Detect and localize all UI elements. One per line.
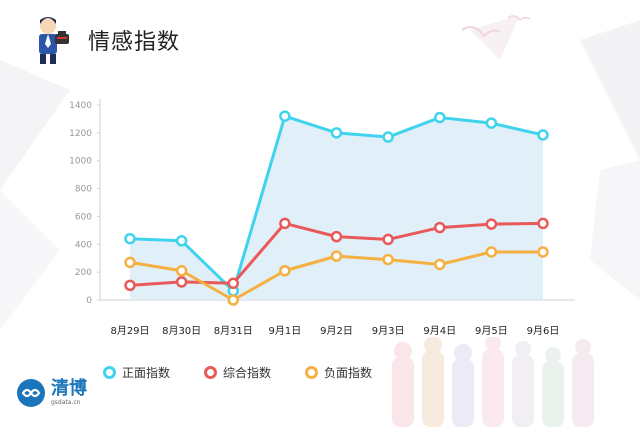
legend-marker-negative [305, 366, 319, 379]
y-tick-label: 800 [75, 185, 92, 195]
legend-item-composite: 综合指数 [204, 364, 271, 381]
data-point-positive [537, 129, 549, 141]
data-point-composite [434, 221, 446, 234]
page-title: 情感指数 [88, 30, 181, 55]
data-point-positive [175, 235, 188, 247]
legend-label-negative: 负面指数 [324, 366, 373, 380]
x-tick-label: 9月6日 [527, 325, 560, 337]
data-point-negative [124, 256, 136, 269]
data-point-composite [227, 277, 239, 290]
y-tick-label: 1200 [69, 129, 92, 139]
data-point-positive [382, 131, 394, 143]
legend-marker-positive [103, 366, 116, 379]
data-point-positive [279, 110, 291, 122]
data-point-negative [227, 294, 239, 306]
data-point-positive [485, 117, 498, 129]
data-point-negative [537, 246, 549, 258]
y-tick-label: 600 [75, 212, 92, 222]
data-point-positive [330, 127, 343, 139]
data-point-negative [279, 265, 291, 277]
header: 情感指数 [22, 16, 180, 64]
data-point-composite [279, 217, 291, 230]
x-tick-label: 9月4日 [423, 325, 456, 337]
data-point-positive [124, 232, 136, 245]
y-tick-label: 400 [75, 240, 92, 250]
data-point-composite [175, 276, 188, 288]
x-tick-label: 9月5日 [475, 325, 508, 337]
data-point-composite [124, 279, 136, 292]
brand-logo: 清博 gsdata.cn [16, 378, 87, 408]
data-point-composite [382, 233, 394, 246]
x-tick-label: 8月30日 [162, 325, 201, 337]
x-tick-label: 8月31日 [214, 325, 253, 337]
data-point-negative [434, 258, 446, 271]
data-point-composite [330, 230, 343, 243]
series-area-positive [130, 116, 543, 301]
chart-legend: 正面指数 综合指数 负面指数 [103, 364, 372, 381]
data-point-composite [537, 217, 549, 230]
data-point-positive [434, 111, 446, 124]
data-point-negative [382, 253, 394, 266]
x-tick-label: 9月2日 [320, 325, 353, 337]
data-point-negative [175, 265, 188, 277]
brand-logo-icon [17, 379, 45, 407]
y-tick-label: 1000 [69, 157, 92, 167]
data-point-negative [485, 246, 498, 258]
legend-label-composite: 综合指数 [223, 366, 272, 380]
y-tick-label: 1400 [69, 101, 92, 111]
legend-item-positive: 正面指数 [103, 364, 170, 381]
y-tick-label: 0 [86, 296, 92, 306]
crowd-illustration [392, 337, 594, 427]
legend-label-positive: 正面指数 [122, 366, 171, 380]
legend-marker-composite [204, 366, 218, 379]
x-tick-label: 8月29日 [110, 325, 149, 337]
brand-name: 清博 [51, 378, 87, 399]
y-tick-label: 200 [75, 268, 92, 278]
x-tick-label: 9月1日 [269, 325, 302, 337]
legend-item-negative: 负面指数 [305, 364, 372, 381]
x-tick-label: 9月3日 [372, 325, 405, 337]
data-point-negative [330, 250, 343, 262]
mascot-icon [39, 17, 69, 64]
data-point-composite [485, 218, 498, 230]
brand-url: gsdata.cn [51, 399, 81, 406]
